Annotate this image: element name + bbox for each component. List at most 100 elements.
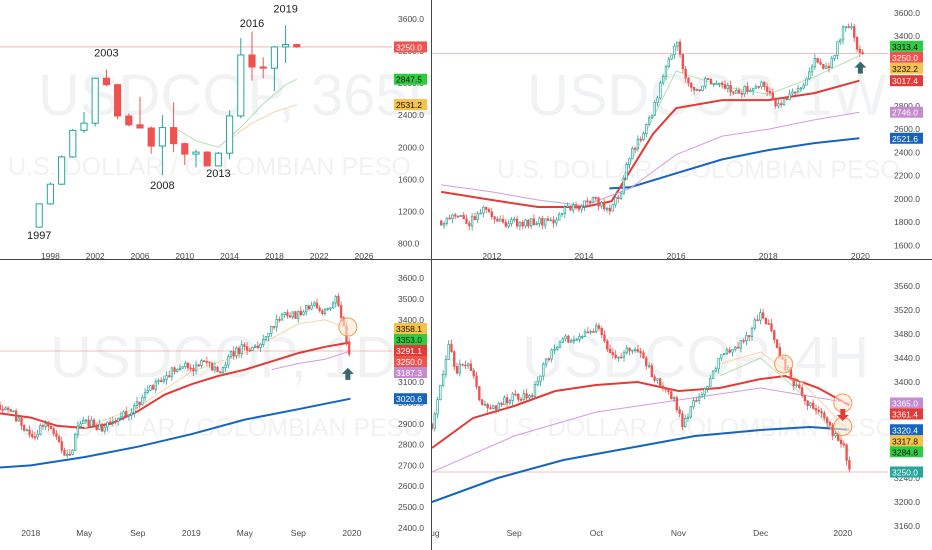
candle <box>645 124 648 134</box>
x-axis[interactable]: Aug Sep Oct Nov Dec 2020 <box>432 528 853 538</box>
candle <box>501 218 505 223</box>
chart-weekly[interactable]: USDCOP, 1WU.S. DOLLAR / COLOMBIAN PESO16… <box>432 0 932 259</box>
candle <box>262 339 265 345</box>
candle <box>672 397 676 400</box>
candle <box>532 218 536 226</box>
pane-divider-vertical[interactable] <box>431 0 432 550</box>
candle <box>439 384 442 400</box>
candle <box>524 219 527 227</box>
candle <box>294 311 297 319</box>
candle <box>687 77 690 84</box>
candle <box>594 325 598 333</box>
candle <box>170 367 174 378</box>
price-tag-bg <box>890 446 923 458</box>
y-tick-label: 3600.0 <box>398 273 424 283</box>
candle <box>788 93 791 101</box>
price-tag: 3317.8 <box>890 435 923 447</box>
candle <box>278 319 281 321</box>
candle <box>267 332 270 337</box>
price-tag: 3358.1 <box>394 322 427 334</box>
x-axis[interactable]: 2012 2014 2016 2018 2020 <box>482 251 870 259</box>
candle <box>681 54 685 70</box>
chart-pane-weekly[interactable]: USDCOP, 1W U.S. DOLLAR / COLOMBIAN PESO 16… <box>432 0 932 259</box>
candle <box>243 344 246 347</box>
candle <box>122 411 125 418</box>
x-axis[interactable]: 2018 May Sep 2019 May Sep 2020 <box>21 528 361 538</box>
candle <box>256 345 260 348</box>
candle <box>135 401 139 406</box>
candle <box>4 407 7 411</box>
ema-line-purple <box>271 350 351 371</box>
candle <box>742 340 745 342</box>
candle <box>205 361 208 363</box>
ema-line-blue <box>0 397 351 469</box>
candle <box>631 349 634 352</box>
year-annotation: 2016 <box>240 18 264 30</box>
price-tag: 3361.4 <box>890 408 923 420</box>
candle <box>813 58 817 68</box>
candle <box>737 89 741 94</box>
chart-pane-daily[interactable]: USDCOP, 1D U.S. DOLLAR / COLOMBIAN PESO 24… <box>0 260 431 550</box>
x-tick-label: 2010 <box>175 251 194 259</box>
candle <box>823 412 826 419</box>
candle <box>614 197 617 206</box>
candle <box>321 310 324 315</box>
candle <box>9 409 12 412</box>
candle <box>476 213 479 220</box>
candle <box>628 347 631 352</box>
candle <box>735 89 738 94</box>
y-tick-label: 1200.0 <box>398 206 424 216</box>
candle <box>825 417 829 423</box>
price-tag-label: 3320.4 <box>892 425 918 435</box>
arrow-up-icon <box>341 367 354 380</box>
candle <box>497 402 500 410</box>
price-tag-bg <box>890 62 923 74</box>
candle <box>44 423 47 427</box>
candle <box>461 363 464 366</box>
candle <box>146 390 149 393</box>
x-tick-label: 2016 <box>667 251 686 259</box>
candle <box>176 368 179 372</box>
candle <box>69 129 77 158</box>
candle <box>761 312 765 319</box>
candle <box>650 114 654 119</box>
candle <box>628 158 631 165</box>
candle <box>315 302 319 309</box>
candle <box>136 124 144 129</box>
candle <box>715 82 718 85</box>
candle <box>504 221 508 227</box>
price-tag: 3020.6 <box>394 393 427 405</box>
price-tag-bg <box>890 106 923 118</box>
price-tag: 3187.3 <box>394 366 427 378</box>
candle <box>60 441 63 451</box>
candle <box>80 122 88 131</box>
price-tag-label: 3250.0 <box>892 468 918 478</box>
chart-pane-4h[interactable]: USDCOP, 4H U.S. DOLLAR / COLOMBIAN PESO 31… <box>432 260 932 550</box>
candle <box>6 407 10 410</box>
x-tick-label: 2022 <box>310 251 329 259</box>
candle <box>208 361 211 364</box>
chart-pane-yearly[interactable]: USDCOP, 365D U.S. DOLLAR / COLOMBIAN PESO… <box>0 0 431 259</box>
pane-divider-horizontal[interactable] <box>0 259 932 260</box>
candle <box>697 396 701 402</box>
candle <box>729 85 732 93</box>
price-tag-label: 3232.2 <box>892 64 918 74</box>
candle <box>546 218 550 221</box>
candle <box>567 335 570 343</box>
price-tag-bg <box>394 355 427 367</box>
chart-4h[interactable]: USDCOP, 4HU.S. DOLLAR / COLOMBIAN PESO31… <box>432 260 932 550</box>
y-tick-label: 3200.0 <box>894 497 920 507</box>
candle <box>580 205 583 210</box>
y-tick-label: 2600.0 <box>398 481 424 491</box>
candle <box>458 363 462 374</box>
chart-daily[interactable]: USDCOP, 1DU.S. DOLLAR / COLOMBIAN PESO24… <box>0 260 431 550</box>
candle <box>572 204 575 211</box>
ema-line-blue <box>432 425 850 503</box>
candle <box>79 423 82 427</box>
x-axis[interactable]: 1998 2002 2006 2010 2014 2018 2022 2026 <box>41 251 374 259</box>
y-tick-label: 2200.0 <box>894 171 920 181</box>
price-tag-bg <box>394 73 427 85</box>
moving-averages <box>173 78 298 148</box>
y-axis[interactable]: 1600.0 1800.0 2000.0 2200.0 2400.0 2600.0 2800… <box>894 8 920 250</box>
